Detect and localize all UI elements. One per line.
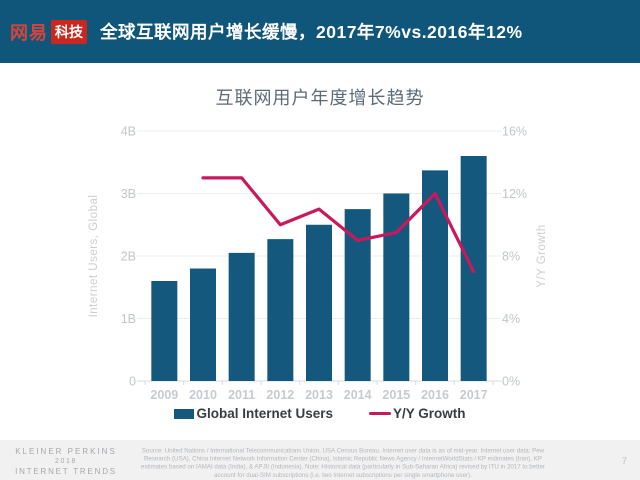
legend-label-users: Global Internet Users	[196, 406, 334, 421]
footer-bar: KLEINER PERKINS 2018 INTERNET TRENDS Sou…	[0, 440, 640, 480]
legend-item-users: Global Internet Users	[174, 406, 333, 421]
svg-text:4%: 4%	[502, 312, 520, 326]
bar-series	[151, 156, 487, 381]
svg-text:2017: 2017	[460, 388, 488, 402]
brand-line-2: 2018	[55, 458, 77, 465]
svg-text:2B: 2B	[121, 250, 136, 264]
svg-text:1B: 1B	[121, 312, 136, 326]
brand-line-1: KLEINER PERKINS	[15, 447, 117, 456]
tech-badge: 科技	[51, 19, 87, 44]
brand-line-3: INTERNET TRENDS	[15, 467, 117, 476]
internet-users-growth-chart: 0 1B 2B 3B 4B 0% 4% 8% 12% 16% 2009 2010 2011 2012 201…	[88, 125, 548, 403]
legend-label-growth: Y/Y Growth	[393, 406, 466, 421]
svg-text:2011: 2011	[228, 388, 255, 402]
svg-text:Y/Y Growth: Y/Y Growth	[536, 224, 548, 288]
page-number: 7	[621, 456, 627, 467]
svg-text:12%: 12%	[502, 187, 527, 201]
legend-item-growth: Y/Y Growth	[369, 406, 466, 421]
svg-text:2013: 2013	[305, 388, 333, 402]
svg-text:2010: 2010	[189, 388, 217, 402]
axis-titles: Internet Users, Global Y/Y Growth	[88, 195, 548, 318]
svg-text:0: 0	[129, 375, 136, 389]
right-axis-tick-labels: 0% 4% 8% 12% 16%	[502, 125, 527, 389]
svg-text:0%: 0%	[502, 375, 520, 389]
svg-text:2015: 2015	[382, 388, 410, 402]
svg-text:4B: 4B	[121, 125, 136, 139]
svg-text:2012: 2012	[266, 388, 294, 402]
bar-series-swatch	[174, 408, 195, 419]
kleiner-perkins-brand: KLEINER PERKINS 2018 INTERNET TRENDS	[0, 447, 132, 476]
header-bar: 网易 科技 全球互联网用户增长缓慢，2017年7%vs.2016年12%	[0, 0, 640, 63]
chart-legend: Global Internet Users Y/Y Growth	[0, 406, 640, 421]
source-note: Source: United Nations / International T…	[140, 447, 545, 479]
page-title: 全球互联网用户增长缓慢，2017年7%vs.2016年12%	[100, 22, 523, 42]
left-axis-tick-labels: 0 1B 2B 3B 4B	[121, 125, 136, 389]
netease-wordmark: 网易	[10, 22, 48, 43]
svg-text:2014: 2014	[344, 388, 372, 402]
svg-text:8%: 8%	[502, 250, 520, 264]
svg-text:2016: 2016	[421, 388, 449, 402]
x-axis-labels: 2009 2010 2011 2012 2013 2014 2015 2016 2017	[150, 388, 487, 402]
chart-title: 互联网用户年度增长趋势	[215, 88, 425, 108]
growth-line	[201, 176, 476, 274]
svg-text:16%: 16%	[502, 125, 527, 139]
svg-text:Internet Users, Global: Internet Users, Global	[88, 195, 100, 318]
svg-text:2009: 2009	[150, 388, 178, 402]
line-series-swatch	[369, 411, 392, 416]
svg-text:3B: 3B	[121, 187, 136, 201]
netease-tech-logo: 网易 科技	[10, 19, 87, 45]
